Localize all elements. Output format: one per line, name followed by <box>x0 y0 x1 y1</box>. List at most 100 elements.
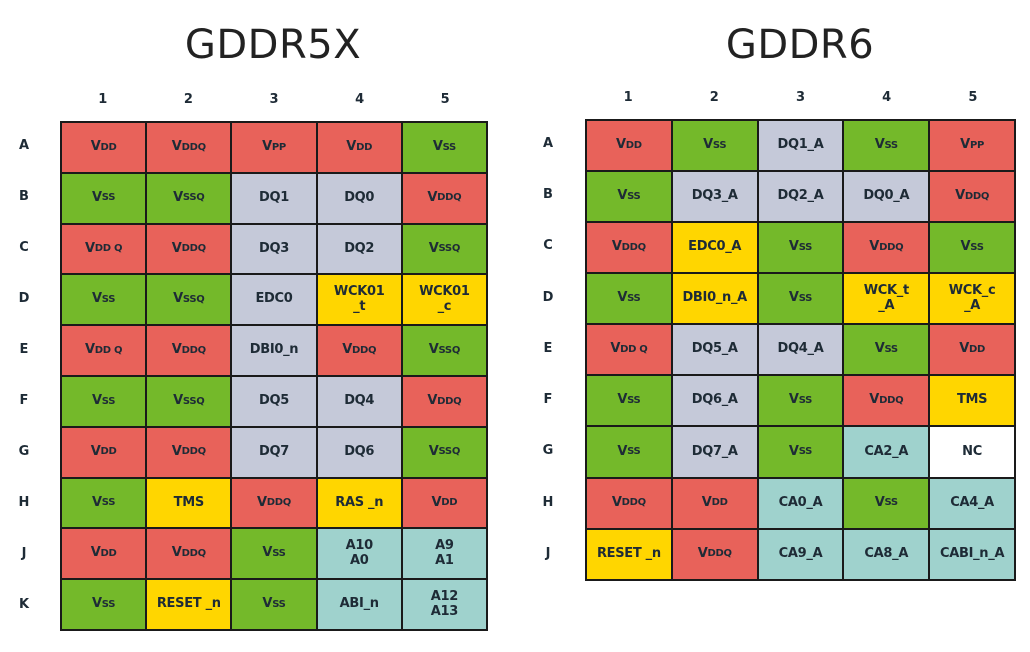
signal-name: V <box>611 494 622 510</box>
ball-C3: DQ3 <box>232 224 316 274</box>
row-label: D <box>18 290 30 306</box>
ball-H2: V DD <box>672 478 757 528</box>
ball-J4: A10 A0 <box>317 529 401 579</box>
signal-name: DQ5_A <box>691 341 738 357</box>
ball-C5: V SS <box>930 223 1014 273</box>
ball-A3: V PP <box>232 123 316 172</box>
ball-A2: V SS <box>672 121 757 171</box>
signal-name: EDC0_A <box>688 239 742 255</box>
row-label: H <box>542 494 554 510</box>
ball-J1: RESET _n <box>587 529 671 579</box>
signal-name: DQ2 <box>344 240 375 256</box>
ball-H4: V SS <box>844 478 929 528</box>
row-label: A <box>18 137 30 153</box>
row-label: D <box>542 289 554 305</box>
ball-B1: V SS <box>62 173 146 223</box>
signal-name: V <box>611 239 622 255</box>
signal-subscript: DDQ <box>181 243 207 255</box>
signal-name: V <box>788 290 799 306</box>
signal-subscript: DDQ <box>181 344 207 356</box>
signal-name: CA4_A <box>950 494 994 510</box>
signal-name: DQ3_A <box>691 188 738 204</box>
row-label: J <box>21 545 27 561</box>
ball-F3: DQ5 <box>232 376 316 426</box>
signal-name: V <box>616 137 626 153</box>
signal-subscript: PP <box>969 139 984 151</box>
row-label: J <box>545 546 551 562</box>
signal-name: V <box>610 341 621 357</box>
signal-name: V <box>960 137 970 153</box>
row-label: E <box>19 341 29 357</box>
signal-subscript: DDQ <box>879 395 904 407</box>
signal-name: DQ3 <box>258 240 289 256</box>
signal-name: V <box>346 138 357 154</box>
signal-name: V <box>788 443 799 459</box>
ball-J3: V SS <box>232 529 316 579</box>
signal-subscript: SS <box>798 395 813 407</box>
signal-subscript: SS <box>798 293 813 304</box>
signal-name: V <box>171 342 182 358</box>
signal-subscript: PP <box>271 141 286 153</box>
ball-D4: WCK01 _t <box>317 275 401 325</box>
ball-H1: V SS <box>62 478 146 528</box>
ball-B2: V SSQ <box>147 173 231 223</box>
signal-subscript: SSQ <box>438 243 461 255</box>
ball-G4: CA2_A <box>844 427 929 477</box>
signal-subscript: SS <box>884 497 898 509</box>
signal-subscript: DD <box>356 141 373 153</box>
signal-name: V <box>262 138 272 154</box>
signal-name: V <box>427 189 438 205</box>
column-label: 5 <box>968 90 978 105</box>
row-label: F <box>543 392 553 408</box>
ball-D3: V SS <box>758 274 843 324</box>
signal-subscript: DD <box>625 139 642 151</box>
column-label: 3 <box>795 90 805 105</box>
gddr5x-title: GDDR5X <box>184 22 362 68</box>
row-label: F <box>19 392 29 408</box>
row-label: E <box>543 340 553 356</box>
ball-G5: NC <box>930 427 1014 477</box>
ball-J5: CABI_n_A <box>930 529 1014 579</box>
signal-subscript: DD Q <box>620 344 648 356</box>
ball-K5: A12 A13 <box>402 580 486 629</box>
signal-name: RESET _n <box>596 545 661 561</box>
row-label: C <box>19 239 29 255</box>
ball-G3: DQ7 <box>232 427 316 477</box>
row-label: B <box>19 188 29 204</box>
signal-name: DQ1_A <box>777 137 824 153</box>
ball-K3: V SS <box>232 580 316 629</box>
signal-name: V <box>428 443 439 459</box>
signal-name: V <box>617 290 628 306</box>
ball-A1: V DD <box>62 123 146 172</box>
ball-F2: DQ6_A <box>672 376 757 426</box>
signal-name: DBI0_n <box>249 342 299 358</box>
ball-C4: V DDQ <box>844 223 929 273</box>
ball-E2: DQ5_A <box>672 325 757 375</box>
signal-name: DQ5 <box>258 392 289 408</box>
signal-name: V <box>92 494 102 510</box>
signal-subscript: SS <box>272 598 286 610</box>
ball-C1: V DD Q <box>62 224 146 274</box>
ball-G5: V SSQ <box>402 427 486 477</box>
ball-G1: V DD <box>62 427 146 477</box>
signal-subscript: DDQ <box>437 395 462 407</box>
signal-name: ABI_n <box>339 596 379 612</box>
ball-F1: V SS <box>587 376 671 426</box>
signal-name: V <box>788 392 799 408</box>
signal-subscript: DD Q <box>94 243 123 255</box>
ball-B4: DQ0_A <box>844 172 929 222</box>
signal-subscript: SS <box>101 395 116 407</box>
signal-name: V <box>171 443 182 459</box>
signal-name: V <box>262 596 273 612</box>
signal-name: V <box>788 239 799 255</box>
ball-F4: DQ4 <box>317 376 401 426</box>
signal-name: V <box>432 138 443 154</box>
signal-subscript: DDQ <box>621 497 647 509</box>
signal-subscript: DD <box>968 344 985 356</box>
ball-D5: WCK_c _A <box>930 274 1014 324</box>
signal-name: V <box>173 392 183 408</box>
ball-D4: WCK_t _A <box>844 274 929 324</box>
ball-D1: V SS <box>62 275 146 325</box>
signal-subscript: DD <box>100 446 117 458</box>
ball-D3: EDC0 <box>232 275 316 325</box>
